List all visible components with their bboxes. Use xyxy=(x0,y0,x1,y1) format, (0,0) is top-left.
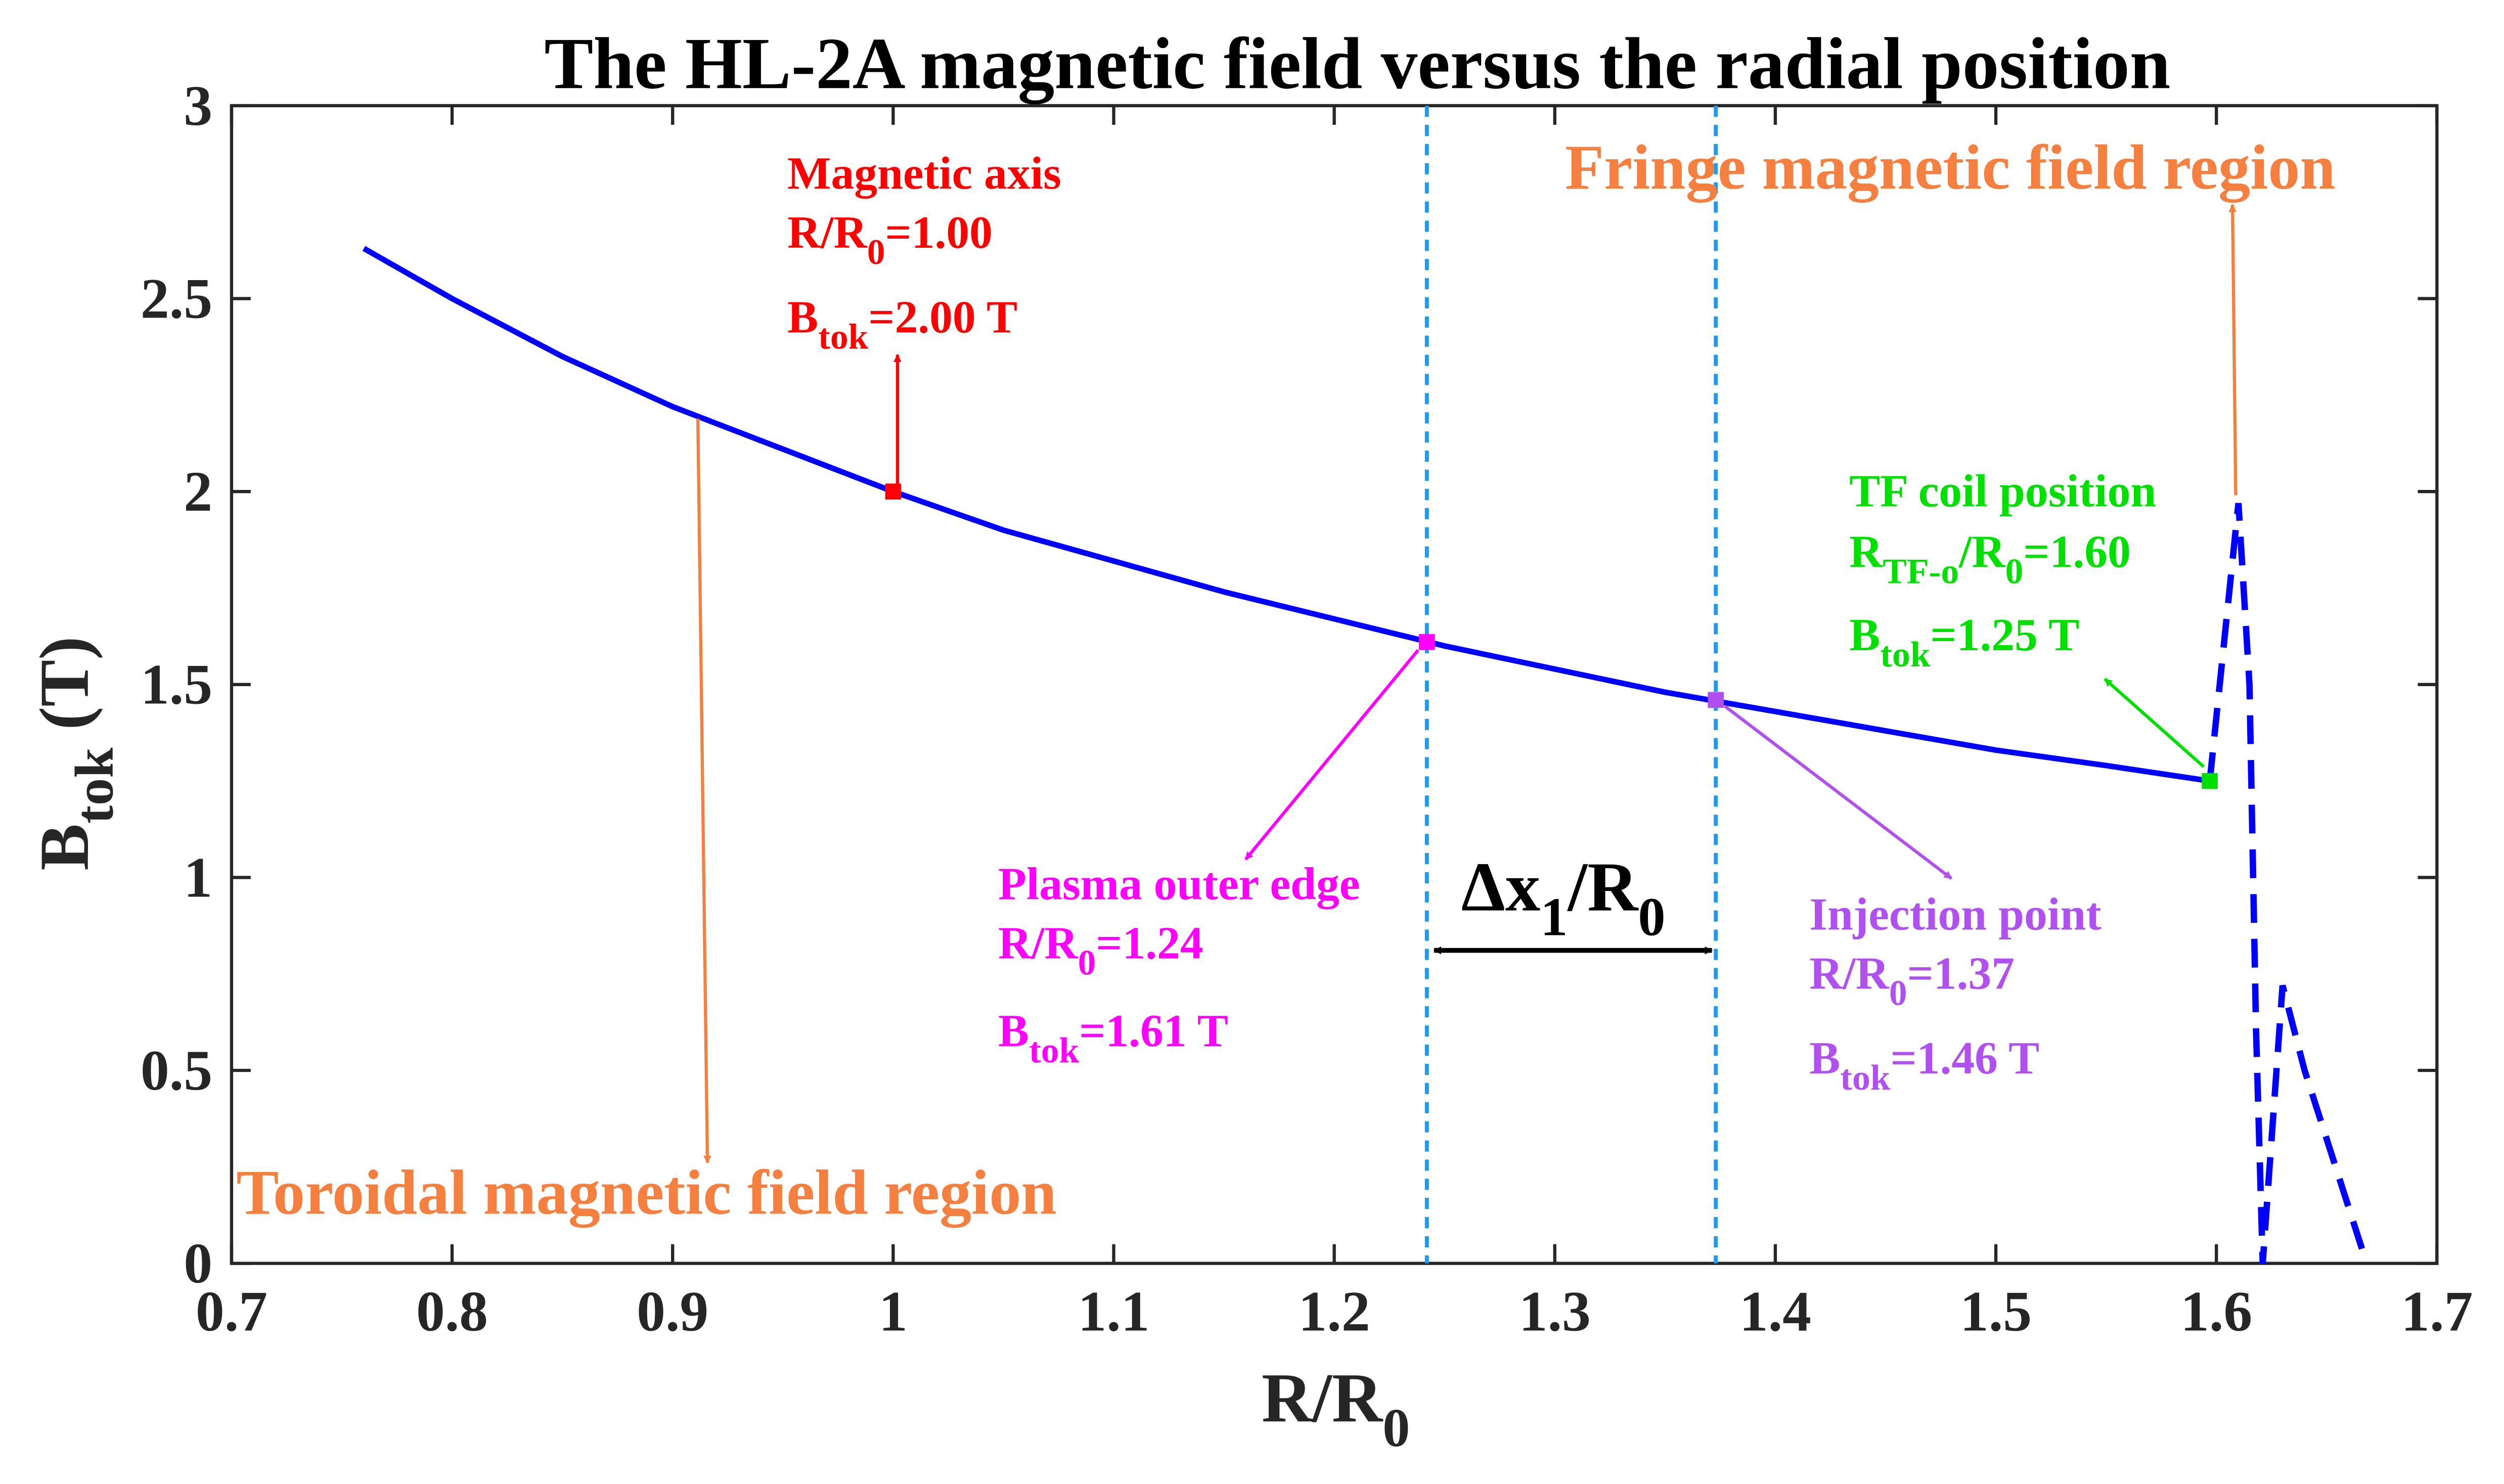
text-part: =1.61 T xyxy=(1079,1005,1228,1056)
x-tick-label: 1.3 xyxy=(1519,1279,1591,1343)
subscript: tok xyxy=(1880,635,1930,674)
region-arrow xyxy=(696,418,711,1164)
annotation-arrow xyxy=(1723,704,1953,880)
text-part: B xyxy=(26,824,104,871)
text-part: Magnetic axis xyxy=(787,147,1061,199)
annotation-text: Btok=1.25 T xyxy=(1849,609,2079,674)
subscript: tok xyxy=(1840,1058,1890,1098)
data-line xyxy=(362,246,2210,784)
y-tick-label: 3 xyxy=(184,74,212,138)
annotation-text: Injection point xyxy=(1809,888,2101,940)
x-tick-label: 1.4 xyxy=(1739,1279,1811,1343)
text-part: Plasma outer edge xyxy=(998,858,1360,910)
text-part: R/R xyxy=(1809,947,1890,999)
subscript: tok xyxy=(1029,1030,1079,1070)
text-part: B xyxy=(1849,609,1880,660)
subscript: 0 xyxy=(1889,973,1907,1013)
text-part: =2.00 T xyxy=(868,291,1017,342)
subscript: tok xyxy=(64,747,124,824)
text-part: (T) xyxy=(26,637,104,748)
region-arrow xyxy=(2228,204,2238,496)
text-part: Δx xyxy=(1461,848,1541,926)
text-part: =1.00 xyxy=(885,206,992,258)
text-part: R/R xyxy=(998,917,1079,968)
x-tick-label: 1.1 xyxy=(1078,1279,1149,1343)
text-part: TF coil position xyxy=(1849,465,2156,517)
subscript: 0 xyxy=(1078,942,1096,982)
text-part: /R xyxy=(1567,848,1639,926)
text-part: =1.60 xyxy=(2023,526,2130,577)
subscript: TF-o xyxy=(1883,552,1959,592)
subscript: 0 xyxy=(1638,886,1665,947)
text-part: =1.24 xyxy=(1096,917,1203,968)
subscript: 1 xyxy=(1540,886,1568,947)
annotation-text: RTF-o/R0=1.60 xyxy=(1849,526,2131,592)
chart-title: The HL-2A magnetic field versus the radi… xyxy=(544,23,2170,104)
text-part: B xyxy=(787,291,818,342)
text-part: =1.25 T xyxy=(1930,609,2079,660)
point-marker xyxy=(1708,692,1724,708)
x-tick-label: 1.6 xyxy=(2180,1279,2252,1343)
x-tick-label: 1.2 xyxy=(1299,1279,1370,1343)
annotation-arrow xyxy=(1244,649,1419,861)
y-axis-label: Btok (T) xyxy=(26,637,125,871)
annotation-text: R/R0=1.24 xyxy=(998,917,1203,982)
annotation-text: Plasma outer edge xyxy=(998,858,1360,910)
point-marker xyxy=(2202,773,2218,789)
y-tick-label: 0.5 xyxy=(141,1039,212,1102)
subscript: 0 xyxy=(2005,552,2024,592)
text-part: =1.46 T xyxy=(1891,1032,2040,1084)
x-tick-label: 0.7 xyxy=(196,1279,267,1343)
x-tick-label: 1 xyxy=(879,1279,908,1343)
text-part: R xyxy=(1849,526,1883,577)
y-tick-label: 0 xyxy=(184,1232,212,1295)
x-tick-label: 0.9 xyxy=(637,1279,708,1343)
delta-label: Δx1/R0 xyxy=(1461,848,1666,948)
text-part: B xyxy=(998,1005,1029,1056)
annotation-text: Btok=1.61 T xyxy=(998,1005,1228,1070)
text-part: /R xyxy=(1958,526,2005,577)
annotation-text: R/R0=1.00 xyxy=(787,206,993,272)
point-marker xyxy=(1419,634,1435,650)
x-axis-label: R/R0 xyxy=(1262,1359,1410,1458)
text-part: R/R xyxy=(787,206,868,258)
annotation-text: Btok=1.46 T xyxy=(1809,1032,2039,1098)
y-tick-label: 2 xyxy=(184,460,212,523)
annotation-text: TF coil position xyxy=(1849,465,2156,517)
annotation-text: Btok=2.00 T xyxy=(787,291,1017,356)
subscript: 0 xyxy=(867,232,885,272)
x-tick-label: 0.8 xyxy=(416,1279,488,1343)
text-part: Injection point xyxy=(1809,888,2101,940)
y-tick-label: 2.5 xyxy=(141,266,212,330)
y-tick-label: 1 xyxy=(184,845,212,909)
x-tick-label: 1.7 xyxy=(2401,1279,2473,1343)
data-line xyxy=(2206,503,2367,1264)
y-tick-label: 1.5 xyxy=(141,653,212,716)
text-part: B xyxy=(1809,1032,1840,1084)
subscript: tok xyxy=(818,317,868,356)
annotation-text: R/R0=1.37 xyxy=(1809,947,2015,1013)
annotation-text: Magnetic axis xyxy=(787,147,1061,199)
text-part: =1.37 xyxy=(1907,947,2015,999)
text-part: R/R xyxy=(1262,1359,1383,1437)
x-tick-label: 1.5 xyxy=(1960,1279,2032,1343)
annotation-arrow xyxy=(2104,678,2205,768)
subscript: 0 xyxy=(1382,1398,1410,1458)
region-label: Toroidal magnetic field region xyxy=(236,1157,1056,1228)
region-label: Fringe magnetic field region xyxy=(1565,132,2336,203)
